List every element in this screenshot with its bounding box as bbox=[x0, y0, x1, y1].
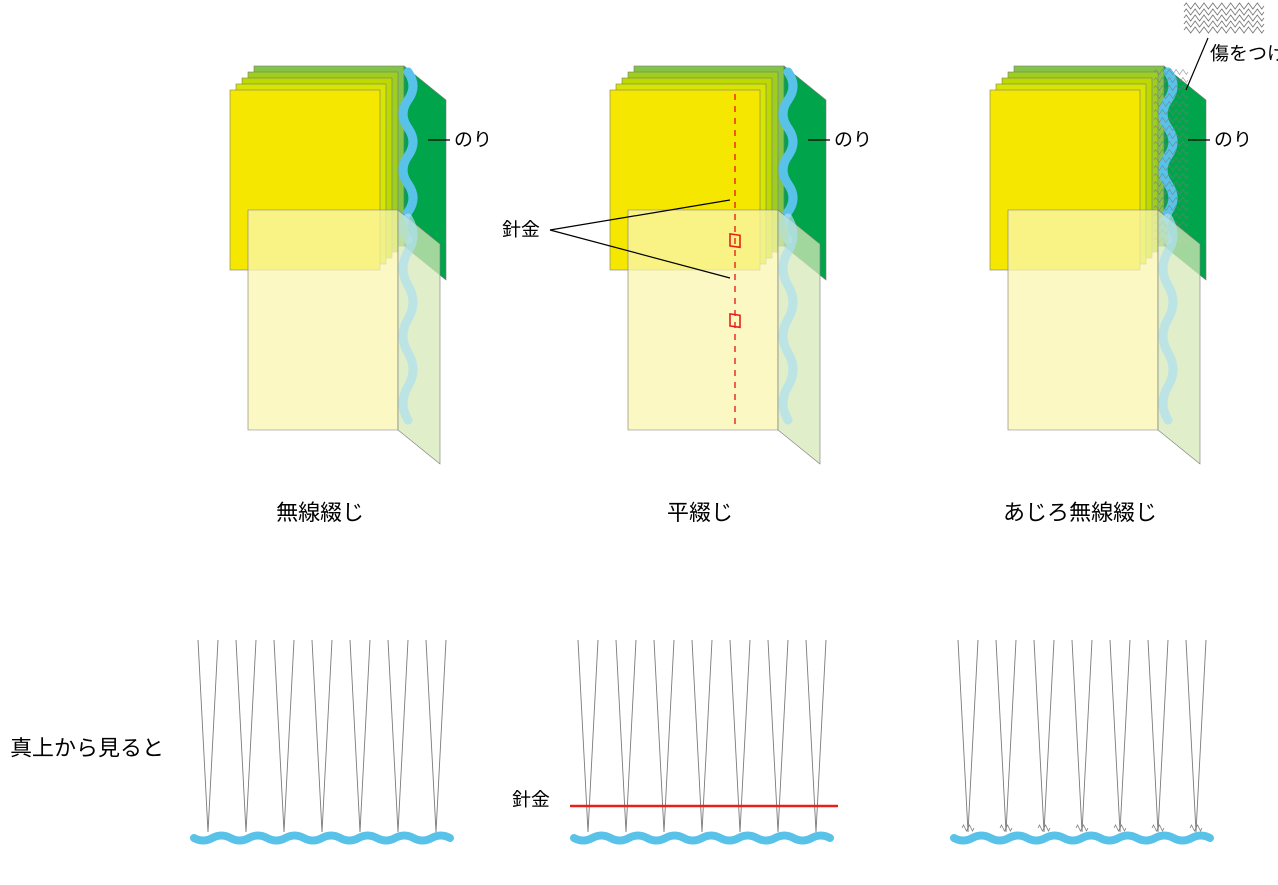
topview-1: 針金 bbox=[512, 640, 838, 841]
book-0: のり無線綴じ bbox=[230, 66, 492, 527]
book-1: のり針金平綴じ bbox=[502, 66, 872, 527]
label-nori: のり bbox=[454, 125, 492, 152]
label-nori: のり bbox=[1214, 125, 1252, 152]
topview-0 bbox=[194, 640, 450, 841]
book-2: のり 傷をつけるあじろ無線綴じ bbox=[990, 3, 1278, 527]
label-kizu: 傷をつける bbox=[1210, 39, 1278, 66]
side-label: 真上から見ると bbox=[10, 731, 164, 763]
topview-2 bbox=[954, 640, 1210, 841]
label-nori: のり bbox=[834, 125, 872, 152]
caption-0: 無線綴じ bbox=[276, 495, 364, 527]
label-hari-top: 針金 bbox=[512, 785, 550, 812]
label-hari: 針金 bbox=[502, 215, 540, 242]
caption-1: 平綴じ bbox=[667, 495, 733, 527]
caption-2: あじろ無線綴じ bbox=[1003, 495, 1157, 527]
